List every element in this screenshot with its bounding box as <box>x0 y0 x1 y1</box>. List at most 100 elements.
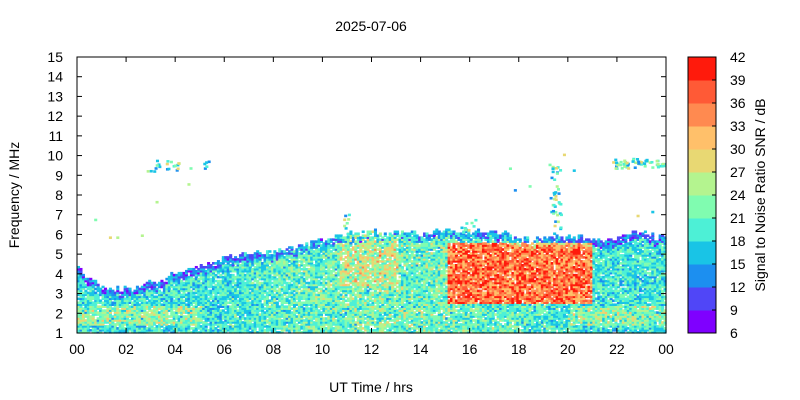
heatmap-cell <box>224 307 228 310</box>
heatmap-cell <box>420 273 424 277</box>
heatmap-cell <box>153 303 157 306</box>
heatmap-cell <box>349 240 353 243</box>
heatmap-cell <box>405 240 409 243</box>
heatmap-cell <box>143 295 147 299</box>
heatmap-cell <box>231 265 235 269</box>
heatmap-cell <box>400 325 404 328</box>
heatmap-cell <box>155 327 159 330</box>
heatmap-cell <box>126 327 130 330</box>
heatmap-cell <box>251 275 255 279</box>
heatmap-cell <box>251 287 255 291</box>
heatmap-cell <box>315 323 319 326</box>
heatmap-cell <box>167 305 171 308</box>
heatmap-cell <box>273 262 277 265</box>
heatmap-cell <box>398 297 402 301</box>
heatmap-cell <box>224 317 228 320</box>
heatmap-cell <box>167 277 171 281</box>
heatmap-cell <box>393 283 397 287</box>
heatmap-cell <box>396 269 400 273</box>
heatmap-cell <box>319 267 324 271</box>
heatmap-cell <box>413 283 417 287</box>
heatmap-cell <box>224 267 228 271</box>
heatmap-cell <box>251 260 255 263</box>
heatmap-cell <box>415 238 419 241</box>
heatmap-cell <box>231 258 235 261</box>
heatmap-cell <box>192 281 196 285</box>
heatmap-cell <box>167 283 171 287</box>
heatmap-cell <box>288 309 292 312</box>
heatmap-cell <box>300 283 304 287</box>
heatmap-cell <box>369 244 373 247</box>
heatmap-cell <box>89 277 93 281</box>
heatmap-cell <box>106 291 110 295</box>
heatmap-cell <box>398 248 402 251</box>
heatmap-cell <box>305 329 309 332</box>
heatmap-cell <box>354 313 358 316</box>
heatmap-cell <box>334 273 338 277</box>
heatmap-cell <box>192 329 196 332</box>
heatmap-cell <box>265 325 270 328</box>
heatmap-cell <box>226 321 230 324</box>
heatmap-cell <box>216 305 220 308</box>
heatmap-cell <box>216 295 220 299</box>
heatmap-cell <box>180 317 184 320</box>
heatmap-cell <box>386 260 390 263</box>
heatmap-cell <box>162 321 166 324</box>
heatmap-cell <box>138 317 142 320</box>
heatmap-cell <box>317 248 321 251</box>
heatmap-cell <box>329 323 333 326</box>
heatmap-cell <box>123 305 127 308</box>
heatmap-cell <box>403 285 407 289</box>
heatmap-cell <box>238 264 243 267</box>
heatmap-cell <box>342 323 346 326</box>
heatmap-cell <box>300 279 304 283</box>
heatmap-cell <box>126 289 130 293</box>
heatmap-cell <box>133 331 137 334</box>
heatmap-cell <box>378 246 382 249</box>
heatmap-cell <box>157 281 162 285</box>
heatmap-cell <box>322 283 326 287</box>
heatmap-cell <box>361 319 365 322</box>
heatmap-cell <box>366 325 370 328</box>
heatmap-cell <box>189 281 193 285</box>
heatmap-cell <box>317 283 321 287</box>
heatmap-cell <box>241 295 245 299</box>
heatmap-cell <box>261 321 265 324</box>
heatmap-cell <box>351 238 355 241</box>
heatmap-cell <box>415 293 419 297</box>
heatmap-cell <box>337 285 341 289</box>
heatmap-cell <box>209 319 213 322</box>
heatmap-cell <box>381 309 385 312</box>
heatmap-cell <box>300 309 304 312</box>
heatmap-cell <box>324 327 328 330</box>
heatmap-cell <box>376 311 380 314</box>
heatmap-cell <box>261 325 265 328</box>
heatmap-cell <box>184 283 189 287</box>
heatmap-cell <box>398 236 402 239</box>
heatmap-cell <box>265 281 270 285</box>
heatmap-cell <box>236 275 240 279</box>
heatmap-cell <box>312 313 316 316</box>
heatmap-cell <box>216 287 220 291</box>
heatmap-cell <box>400 287 404 291</box>
heatmap-cell <box>307 307 311 310</box>
heatmap-cell <box>381 246 385 249</box>
heatmap-cell <box>312 323 316 326</box>
heatmap-cell <box>165 307 169 310</box>
heatmap-cell <box>376 265 380 269</box>
heatmap-cell <box>216 281 220 285</box>
heatmap-cell <box>410 307 414 310</box>
heatmap-cell <box>263 254 267 257</box>
heatmap-cell <box>160 319 164 322</box>
heatmap-cell <box>278 277 282 281</box>
heatmap-cell <box>162 299 166 303</box>
heatmap-cell <box>258 269 262 273</box>
heatmap-cell <box>96 301 100 305</box>
heatmap-cell <box>251 331 255 334</box>
heatmap-cell <box>400 315 404 318</box>
heatmap-cell <box>300 325 304 328</box>
heatmap-cell <box>99 325 103 328</box>
heatmap-cell <box>258 267 262 271</box>
heatmap-cell <box>123 287 127 291</box>
heatmap-cell <box>106 311 110 314</box>
